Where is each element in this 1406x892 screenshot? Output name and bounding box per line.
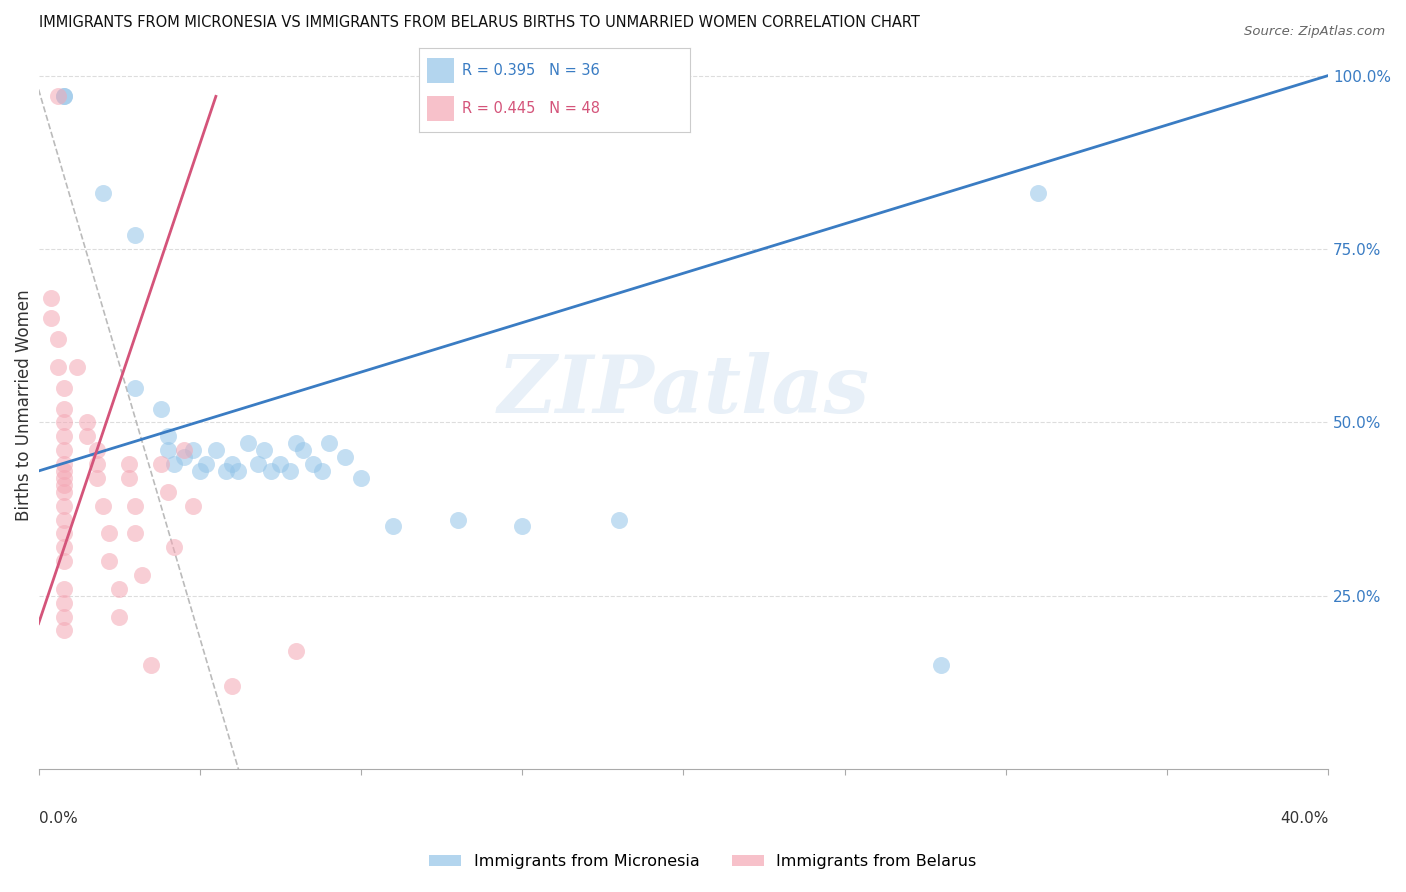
Point: [350, 471, 373, 485]
Point: [124, 228, 146, 243]
Point: [53, 89, 76, 103]
Point: [181, 499, 204, 513]
Point: [333, 450, 356, 464]
Point: [278, 464, 301, 478]
Point: [929, 658, 952, 673]
Point: [53, 526, 76, 541]
Point: [188, 464, 211, 478]
Point: [91, 186, 114, 201]
Point: [205, 443, 228, 458]
Point: [236, 436, 259, 450]
Point: [214, 464, 236, 478]
Point: [53, 464, 76, 478]
Point: [301, 457, 323, 471]
Point: [221, 679, 243, 693]
Point: [195, 457, 218, 471]
Point: [163, 457, 186, 471]
Point: [141, 658, 163, 673]
Point: [53, 609, 76, 624]
Point: [150, 401, 173, 416]
Text: 40.0%: 40.0%: [1279, 811, 1329, 826]
Point: [173, 443, 195, 458]
Text: ZIPatlas: ZIPatlas: [498, 351, 869, 429]
Point: [269, 457, 291, 471]
Point: [76, 429, 98, 443]
Point: [285, 436, 308, 450]
Point: [124, 381, 146, 395]
Point: [53, 429, 76, 443]
Point: [181, 443, 204, 458]
Text: 0.0%: 0.0%: [38, 811, 77, 826]
Y-axis label: Births to Unmarried Women: Births to Unmarried Women: [15, 289, 32, 521]
Point: [53, 401, 76, 416]
Point: [41, 311, 63, 326]
Point: [246, 457, 269, 471]
Point: [53, 443, 76, 458]
Point: [253, 443, 276, 458]
Point: [41, 291, 63, 305]
Legend: Immigrants from Micronesia, Immigrants from Belarus: Immigrants from Micronesia, Immigrants f…: [423, 847, 983, 875]
Point: [98, 554, 121, 568]
Point: [510, 519, 533, 533]
Point: [53, 499, 76, 513]
Point: [260, 464, 283, 478]
Point: [173, 450, 195, 464]
Point: [53, 512, 76, 526]
Point: [53, 541, 76, 555]
Point: [382, 519, 405, 533]
Text: Source: ZipAtlas.com: Source: ZipAtlas.com: [1244, 25, 1385, 38]
Point: [86, 443, 108, 458]
Point: [98, 526, 121, 541]
Point: [311, 464, 333, 478]
Text: IMMIGRANTS FROM MICRONESIA VS IMMIGRANTS FROM BELARUS BIRTHS TO UNMARRIED WOMEN : IMMIGRANTS FROM MICRONESIA VS IMMIGRANTS…: [38, 15, 920, 30]
Point: [53, 471, 76, 485]
Point: [53, 554, 76, 568]
Point: [108, 582, 131, 596]
Point: [91, 499, 114, 513]
Point: [53, 381, 76, 395]
Point: [53, 416, 76, 430]
Point: [1026, 186, 1049, 201]
Point: [53, 624, 76, 638]
Point: [53, 484, 76, 499]
Point: [156, 443, 179, 458]
Point: [447, 512, 470, 526]
Point: [124, 499, 146, 513]
Point: [318, 436, 340, 450]
Point: [124, 526, 146, 541]
Point: [86, 471, 108, 485]
Point: [86, 457, 108, 471]
Point: [108, 609, 131, 624]
Point: [46, 359, 69, 374]
Point: [53, 457, 76, 471]
Point: [156, 429, 179, 443]
Point: [163, 541, 186, 555]
Point: [53, 478, 76, 492]
Point: [46, 89, 69, 103]
Point: [53, 89, 76, 103]
Point: [228, 464, 250, 478]
Point: [156, 484, 179, 499]
Point: [118, 457, 141, 471]
Point: [76, 416, 98, 430]
Point: [285, 644, 308, 658]
Point: [53, 596, 76, 610]
Point: [131, 568, 153, 582]
Point: [291, 443, 314, 458]
Point: [118, 471, 141, 485]
Point: [150, 457, 173, 471]
Point: [607, 512, 630, 526]
Point: [46, 332, 69, 346]
Point: [221, 457, 243, 471]
Point: [53, 582, 76, 596]
Point: [66, 359, 89, 374]
